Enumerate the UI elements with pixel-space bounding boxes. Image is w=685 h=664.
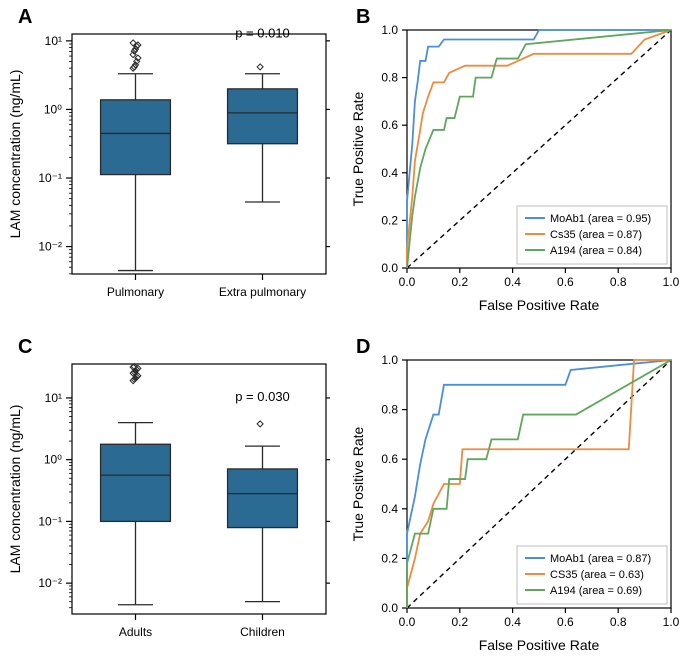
svg-text:10⁻²: 10⁻² xyxy=(38,240,62,254)
svg-text:0.2: 0.2 xyxy=(381,551,398,565)
svg-text:10⁻¹: 10⁻¹ xyxy=(38,514,62,528)
svg-text:10¹: 10¹ xyxy=(45,34,62,48)
svg-text:10¹: 10¹ xyxy=(45,391,62,405)
svg-text:MoAb1 (area = 0.87): MoAb1 (area = 0.87) xyxy=(550,553,651,565)
panel-C-boxplot: 10⁻² 10⁻¹ 10⁰ 10¹ LAM concentration (ng/mL) A… xyxy=(0,330,340,660)
panel-D-roc: 0.00.0 0.2 0.2 0.4 0.4 0.6 0.6 0.8 0.8 1.0 1.0 Fals… xyxy=(345,330,685,660)
svg-text:0.8: 0.8 xyxy=(610,615,627,629)
svg-text:Extra pulmonary: Extra pulmonary xyxy=(219,285,306,299)
panel-A-boxplot: 10⁻² 10⁻¹ 10⁰ 10¹ LAM concentration (ng/mL) P… xyxy=(0,0,340,320)
svg-text:True Positive Rate: True Positive Rate xyxy=(350,426,366,541)
svg-text:0.4: 0.4 xyxy=(381,166,398,180)
svg-text:p = 0.030: p = 0.030 xyxy=(235,389,290,404)
svg-text:Pulmonary: Pulmonary xyxy=(107,285,164,299)
svg-text:LAM concentration (ng/mL): LAM concentration (ng/mL) xyxy=(7,70,23,239)
svg-text:0.2: 0.2 xyxy=(451,615,468,629)
svg-text:True Positive Rate: True Positive Rate xyxy=(350,91,366,206)
svg-text:p = 0.010: p = 0.010 xyxy=(235,25,290,40)
svg-text:10⁻²: 10⁻² xyxy=(38,576,62,590)
svg-text:0.0: 0.0 xyxy=(399,615,416,629)
svg-text:0.0: 0.0 xyxy=(381,261,398,275)
svg-text:1.0: 1.0 xyxy=(381,353,398,367)
panel-B-roc: 0.00.0 0.2 0.2 0.4 0.4 0.6 0.6 0.8 0.8 1.0 1.0 Fals… xyxy=(345,0,685,320)
svg-text:LAM concentration (ng/mL): LAM concentration (ng/mL) xyxy=(7,405,23,574)
figure: A B C D 10⁻²10⁻¹10⁰10¹LAM concentration … xyxy=(0,0,685,664)
svg-text:0.4: 0.4 xyxy=(504,615,521,629)
svg-text:10⁻¹: 10⁻¹ xyxy=(38,171,62,185)
svg-text:0.6: 0.6 xyxy=(557,615,574,629)
svg-text:0.8: 0.8 xyxy=(381,403,398,417)
svg-text:0.2: 0.2 xyxy=(381,213,398,227)
svg-text:0.4: 0.4 xyxy=(381,502,398,516)
svg-text:Children: Children xyxy=(240,625,285,639)
svg-text:1.0: 1.0 xyxy=(663,275,680,289)
svg-text:1.0: 1.0 xyxy=(381,23,398,37)
svg-text:0.0: 0.0 xyxy=(399,275,416,289)
svg-text:0.0: 0.0 xyxy=(381,601,398,615)
svg-text:0.4: 0.4 xyxy=(504,275,521,289)
svg-text:0.8: 0.8 xyxy=(381,71,398,85)
svg-text:CS35 (area = 0.63): CS35 (area = 0.63) xyxy=(550,569,644,581)
svg-text:0.6: 0.6 xyxy=(381,452,398,466)
svg-text:10⁰: 10⁰ xyxy=(44,453,62,467)
svg-text:A194 (area = 0.84): A194 (area = 0.84) xyxy=(550,245,642,257)
svg-text:0.6: 0.6 xyxy=(381,118,398,132)
svg-text:Adults: Adults xyxy=(119,625,152,639)
svg-text:False Positive Rate: False Positive Rate xyxy=(479,297,600,313)
svg-text:10⁰: 10⁰ xyxy=(44,102,62,116)
svg-text:MoAb1 (area = 0.95): MoAb1 (area = 0.95) xyxy=(550,213,651,225)
svg-text:False Positive Rate: False Positive Rate xyxy=(479,637,600,653)
svg-text:0.8: 0.8 xyxy=(610,275,627,289)
svg-text:Cs35 (area = 0.87): Cs35 (area = 0.87) xyxy=(550,229,642,241)
svg-text:A194 (area = 0.69): A194 (area = 0.69) xyxy=(550,585,642,597)
svg-text:0.2: 0.2 xyxy=(451,275,468,289)
svg-text:1.0: 1.0 xyxy=(663,615,680,629)
svg-text:0.6: 0.6 xyxy=(557,275,574,289)
